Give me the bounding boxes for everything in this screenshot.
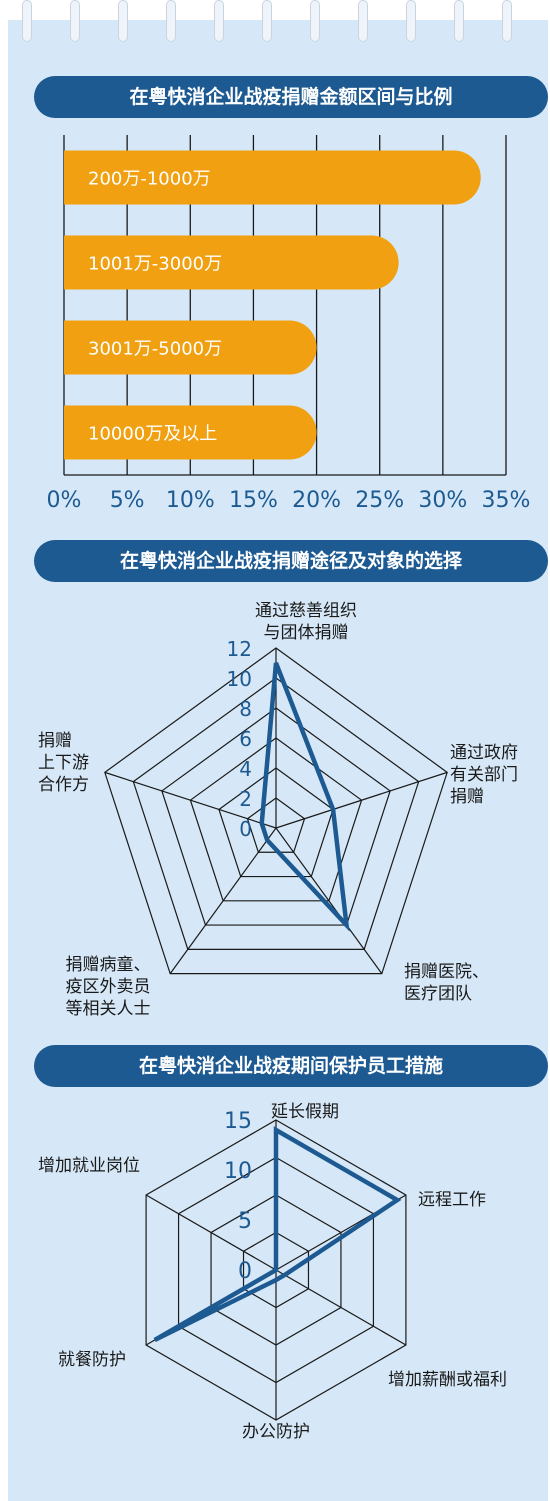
ring-binding bbox=[310, 0, 320, 42]
ring-binding bbox=[262, 0, 272, 42]
x-tick-label: 20% bbox=[292, 488, 341, 513]
radar-spoke bbox=[275, 827, 383, 974]
bar-left-edge bbox=[64, 235, 118, 290]
bar bbox=[64, 320, 317, 375]
bar-category-label: 200万-1000万 bbox=[88, 169, 211, 190]
bar-left-edge bbox=[64, 320, 118, 375]
radial-tick-label: 6 bbox=[239, 727, 252, 751]
radar-spoke bbox=[145, 1194, 277, 1271]
section-title-employee-protection: 在粤快消企业战疫期间保护员工措施 bbox=[34, 1045, 548, 1087]
radar-axis-label: 捐赠医院、医疗团队 bbox=[404, 962, 489, 1004]
bar bbox=[64, 235, 399, 290]
radial-tick-label: 10 bbox=[227, 667, 252, 691]
ring-binding bbox=[406, 0, 416, 42]
x-tick-label: 10% bbox=[166, 488, 215, 513]
radar-ring bbox=[104, 647, 448, 975]
x-tick-label: 25% bbox=[355, 488, 404, 513]
radar-series-line bbox=[153, 1126, 402, 1343]
radar-axis-label: 捐赠上下游合作方 bbox=[38, 731, 89, 795]
radial-tick-label: 4 bbox=[239, 757, 252, 781]
ring-binding bbox=[358, 0, 368, 42]
radar-spoke bbox=[104, 771, 277, 829]
donation-amount-bar-chart: 0% 5% 10% 15% 20% 25% 30% 35% 200万-1000万 1001万-30… bbox=[47, 135, 531, 513]
radial-tick-label: 10 bbox=[224, 1159, 252, 1184]
radar-spoke bbox=[169, 827, 277, 974]
ring-binding bbox=[70, 0, 80, 42]
radial-tick-label: 8 bbox=[239, 697, 252, 721]
x-tick-label: 35% bbox=[482, 488, 531, 513]
radial-tick-label: 5 bbox=[238, 1209, 252, 1234]
radar-ring bbox=[132, 677, 420, 950]
radar-spoke bbox=[275, 771, 448, 829]
radar-axis-label: 办公防护 bbox=[242, 1422, 310, 1442]
radar-axis-label: 延长假期 bbox=[271, 1102, 339, 1122]
bar-left-edge bbox=[64, 150, 118, 205]
bar-category-label: 10000万及以上 bbox=[88, 424, 217, 445]
radial-tick-label: 12 bbox=[227, 637, 252, 661]
radar-axis-label: 就餐防护 bbox=[58, 1350, 126, 1370]
radar-axis-label: 增加就业岗位 bbox=[38, 1156, 140, 1176]
x-tick-label: 0% bbox=[47, 488, 82, 513]
radar-ring bbox=[218, 767, 334, 878]
radar-ring bbox=[161, 707, 391, 926]
bar-left-edge bbox=[64, 405, 118, 460]
radar-axis-label: 通过慈善组织与团体捐赠 bbox=[255, 601, 357, 643]
section-title-donation-amount: 在粤快消企业战疫捐赠金额区间与比例 bbox=[34, 76, 548, 118]
radial-tick-label: 0 bbox=[239, 817, 252, 841]
radar-spoke bbox=[275, 1269, 407, 1346]
ring-binding bbox=[454, 0, 464, 42]
radar-series-line bbox=[259, 662, 350, 932]
ring-binding bbox=[22, 0, 32, 42]
ring-binding bbox=[214, 0, 224, 42]
radar-axis-label: 增加薪酬或福利 bbox=[388, 1370, 507, 1390]
bar bbox=[64, 405, 317, 460]
radar-axis-label: 捐赠病童、疫区外卖员等相关人士 bbox=[66, 955, 151, 1019]
section-title-donation-channel: 在粤快消企业战疫捐赠途径及对象的选择 bbox=[34, 540, 548, 582]
ring-binding bbox=[166, 0, 176, 42]
bar-category-label: 3001万-5000万 bbox=[88, 339, 222, 360]
radar-axis-label: 远程工作 bbox=[418, 1190, 486, 1210]
bar bbox=[64, 150, 481, 205]
radial-tick-label: 2 bbox=[239, 787, 252, 811]
x-tick-label: 15% bbox=[229, 488, 278, 513]
bar-category-label: 1001万-3000万 bbox=[88, 254, 222, 275]
radar-axis-label: 通过政府有关部门捐赠 bbox=[450, 743, 518, 807]
radial-tick-label: 0 bbox=[238, 1259, 252, 1284]
radial-tick-label: 15 bbox=[224, 1109, 252, 1134]
x-tick-label: 5% bbox=[110, 488, 145, 513]
x-tick-label: 30% bbox=[418, 488, 467, 513]
ring-binding bbox=[118, 0, 128, 42]
radar-ring bbox=[189, 737, 363, 902]
ring-binding bbox=[502, 0, 512, 42]
